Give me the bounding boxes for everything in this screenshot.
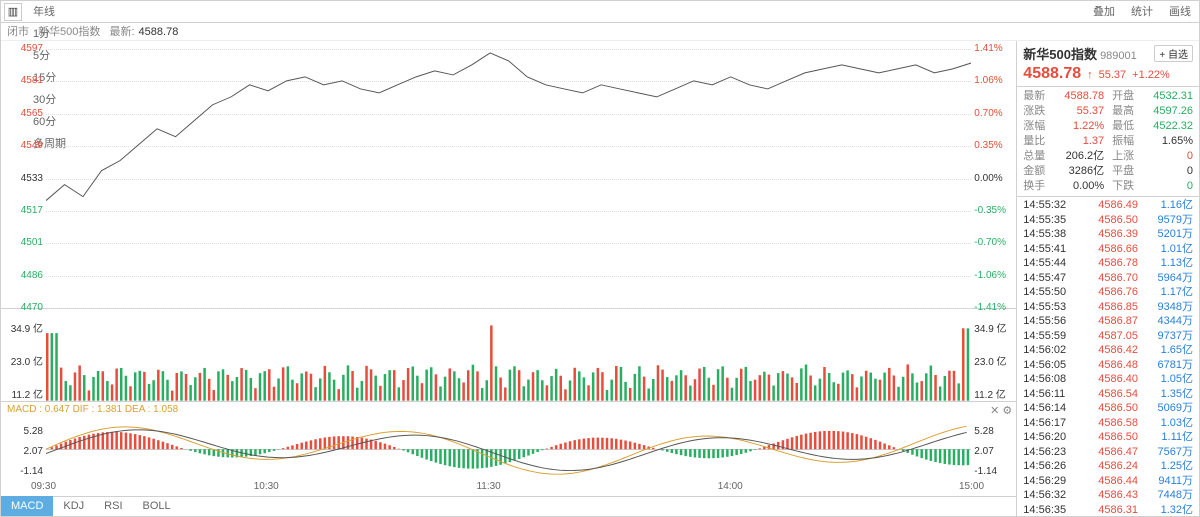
indicator-tab-rsi[interactable]: RSI — [94, 496, 132, 516]
selector-box[interactable]: ▥ — [4, 3, 22, 21]
tick-row: 14:55:474586.705964万 — [1023, 271, 1193, 286]
macd-header: MACD : 0.647 DIF : 1.381 DEA : 1.058 ✕ ⚙ — [1, 402, 1016, 418]
tick-list[interactable]: 14:55:324586.491.16亿14:55:354586.509579万… — [1017, 197, 1199, 516]
tick-row: 14:55:324586.491.16亿 — [1023, 198, 1193, 213]
side-header: 新华500指数 989001 + 自选 4588.78 ↑ 55.37 +1.2… — [1017, 41, 1199, 87]
stock-name: 新华500指数 — [1023, 47, 1097, 62]
stat-row: 涨幅1.22%最低4522.32 — [1023, 119, 1193, 134]
tick-row: 14:55:594587.059737万 — [1023, 329, 1193, 344]
volume-chart[interactable]: 34.9 亿23.0 亿11.2 亿 34.9 亿23.0 亿11.2 亿 — [1, 309, 1016, 402]
tick-row: 14:56:174586.581.03亿 — [1023, 416, 1193, 431]
time-axis: 09:30 10:30 11:30 14:00 15:00 — [1, 480, 1016, 496]
tick-row: 14:55:534586.859348万 — [1023, 300, 1193, 315]
stat-row: 总量206.2亿上涨0 — [1023, 149, 1193, 164]
stat-row: 换手0.00%下跌0 — [1023, 179, 1193, 194]
tick-row: 14:56:234586.477567万 — [1023, 445, 1193, 460]
time-label: 10:30 — [254, 481, 279, 492]
sub-bar: 闭市 新华500指数 最新: 4588.78 — [1, 23, 1199, 41]
tick-row: 14:56:084586.401.05亿 — [1023, 372, 1193, 387]
latest-value: 4588.78 — [139, 26, 179, 38]
tick-row: 14:56:354586.311.32亿 — [1023, 503, 1193, 517]
tick-row: 14:55:504586.761.17亿 — [1023, 285, 1193, 300]
latest-label: 最新: — [109, 26, 134, 38]
price-chart[interactable]: 459745814565454945334517450144864470 1.4… — [1, 41, 1016, 309]
tick-row: 14:56:024586.421.65亿 — [1023, 343, 1193, 358]
time-label: 11:30 — [476, 481, 500, 492]
tick-row: 14:56:324586.437448万 — [1023, 488, 1193, 503]
period-tabs: ▥ 分时多日Tick图日线周线月线年线1分5分15分30分60分多周期 叠加统计… — [1, 1, 1199, 23]
arrow-icon: ↑ — [1087, 69, 1093, 81]
macd-chart[interactable]: 5.282.07-1.14 5.282.07-1.14 — [1, 418, 1016, 480]
stats-grid: 最新4588.78开盘4532.31涨跌55.37最高4597.26涨幅1.22… — [1017, 87, 1199, 197]
tool-0[interactable]: 叠加 — [1085, 1, 1123, 23]
indicator-tab-kdj[interactable]: KDJ — [53, 496, 94, 516]
stat-row: 金额3286亿平盘0 — [1023, 164, 1193, 179]
change-pct: +1.22% — [1132, 69, 1170, 81]
tick-row: 14:55:354586.509579万 — [1023, 213, 1193, 228]
side-panel: 新华500指数 989001 + 自选 4588.78 ↑ 55.37 +1.2… — [1017, 41, 1199, 516]
stat-row: 涨跌55.37最高4597.26 — [1023, 104, 1193, 119]
stat-row: 最新4588.78开盘4532.31 — [1023, 89, 1193, 104]
tick-row: 14:56:204586.501.11亿 — [1023, 430, 1193, 445]
time-label: 15:00 — [959, 481, 984, 492]
tick-row: 14:56:054586.486781万 — [1023, 358, 1193, 373]
settings-icon[interactable]: ✕ ⚙ — [990, 403, 1012, 419]
indicator-tab-boll[interactable]: BOLL — [133, 496, 181, 516]
tick-row: 14:56:114586.541.35亿 — [1023, 387, 1193, 402]
tool-2[interactable]: 画线 — [1161, 1, 1199, 23]
tick-row: 14:55:384586.395201万 — [1023, 227, 1193, 242]
tick-row: 14:55:414586.661.01亿 — [1023, 242, 1193, 257]
add-watchlist-button[interactable]: + 自选 — [1154, 45, 1193, 62]
last-price: 4588.78 — [1023, 65, 1081, 83]
time-label: 14:00 — [718, 481, 743, 492]
change: 55.37 — [1099, 69, 1127, 81]
tick-row: 14:55:564586.874344万 — [1023, 314, 1193, 329]
market-status: 闭市 — [7, 26, 29, 38]
tick-row: 14:55:444586.781.13亿 — [1023, 256, 1193, 271]
indicator-tabs: MACDKDJRSIBOLL — [1, 496, 1016, 516]
chart-zone: 459745814565454945334517450144864470 1.4… — [1, 41, 1017, 516]
tick-row: 14:56:294586.449411万 — [1023, 474, 1193, 489]
stock-code: 989001 — [1100, 50, 1137, 62]
macd-label: MACD : 0.647 DIF : 1.381 DEA : 1.058 — [7, 404, 178, 415]
time-label: 09:30 — [31, 481, 56, 492]
tick-row: 14:56:264586.241.25亿 — [1023, 459, 1193, 474]
stat-row: 量比1.37振幅1.65% — [1023, 134, 1193, 149]
tool-1[interactable]: 统计 — [1123, 1, 1161, 23]
period-tab-6[interactable]: 年线 — [25, 1, 82, 23]
index-name: 新华500指数 — [38, 26, 100, 38]
indicator-tab-macd[interactable]: MACD — [1, 496, 53, 516]
tick-row: 14:56:144586.505069万 — [1023, 401, 1193, 416]
